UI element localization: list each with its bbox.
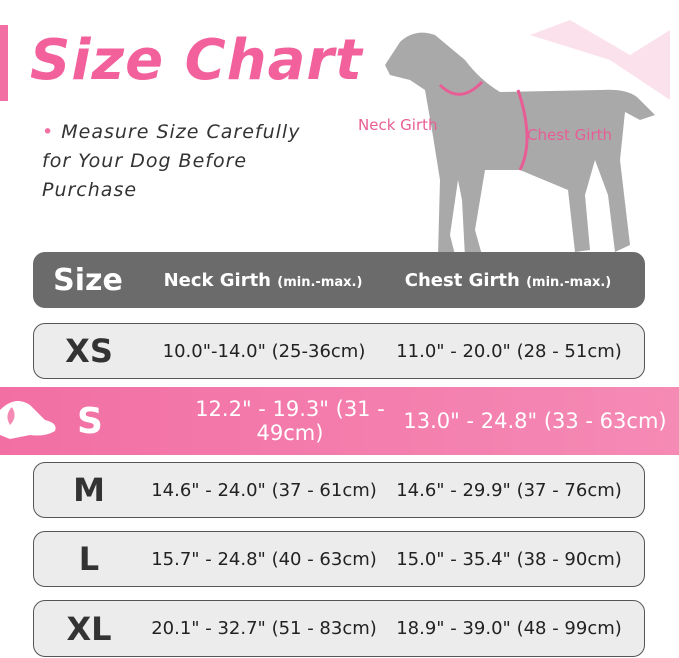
page-title: Size Chart	[30, 28, 363, 93]
size-cell: XL	[66, 609, 112, 648]
table-row-xs: XS 10.0"-14.0" (25-36cm) 11.0" - 20.0" (…	[33, 323, 645, 379]
neck-cell: 15.7" - 24.8" (40 - 63cm)	[151, 548, 377, 570]
table-row-xl: XL 20.1" - 32.7" (51 - 83cm) 18.9" - 39.…	[33, 600, 645, 657]
size-cell: S	[77, 400, 103, 442]
chest-cell: 15.0" - 35.4" (38 - 90cm)	[396, 548, 622, 570]
table-row-l: L 15.7" - 24.8" (40 - 63cm) 15.0" - 35.4…	[33, 531, 645, 587]
note-line-1: Measure Size Carefully	[61, 121, 301, 143]
dog-silhouette-icon	[385, 20, 670, 258]
note-line-2: for Your Dog Before	[42, 150, 248, 172]
chest-cell: 18.9" - 39.0" (48 - 99cm)	[396, 618, 622, 639]
chest-cell: 14.6" - 29.9" (37 - 76cm)	[396, 479, 622, 501]
chest-cell: 11.0" - 20.0" (28 - 51cm)	[396, 340, 622, 362]
header-neck: Neck Girth (min.-max.)	[163, 269, 363, 291]
table-header: Size Neck Girth (min.-max.) Chest Girth …	[33, 252, 645, 308]
neck-girth-label: Neck Girth	[358, 116, 438, 134]
neck-cell: 14.6" - 24.0" (37 - 61cm)	[151, 479, 377, 501]
chest-girth-label: Chest Girth	[527, 126, 613, 144]
size-cell: M	[73, 471, 105, 509]
table-row-s-highlighted: S 12.2" - 19.3" (31 - 49cm) 13.0" - 24.8…	[0, 387, 679, 455]
size-cell: L	[78, 540, 100, 578]
measure-note: • Measure Size Carefully for Your Dog Be…	[42, 118, 300, 205]
accent-bar	[0, 25, 8, 101]
neck-cell: 20.1" - 32.7" (51 - 83cm)	[151, 618, 377, 639]
note-line-3: Purchase	[42, 179, 138, 201]
dog-head-icon	[0, 401, 56, 439]
chest-cell: 13.0" - 24.8" (33 - 63cm)	[403, 409, 667, 433]
table-row-m: M 14.6" - 24.0" (37 - 61cm) 14.6" - 29.9…	[33, 462, 645, 518]
header-chest: Chest Girth (min.-max.)	[404, 269, 612, 291]
header-size: Size	[53, 262, 123, 298]
neck-cell: 10.0"-14.0" (25-36cm)	[162, 340, 366, 362]
neck-cell: 12.2" - 19.3" (31 - 49cm)	[195, 397, 385, 445]
size-cell: XS	[65, 332, 113, 370]
